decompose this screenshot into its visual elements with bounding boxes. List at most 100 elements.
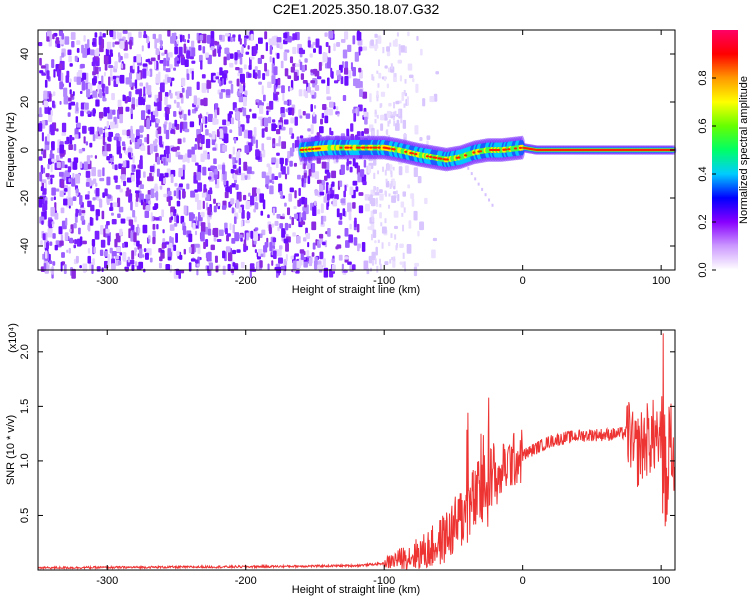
spectrogram-noise-cell <box>394 234 397 240</box>
spectrogram-noise-cell <box>309 53 313 58</box>
spectrogram-noise-cell <box>92 197 96 201</box>
spectrogram-noise-cell <box>212 48 217 57</box>
spectrogram-noise-cell <box>244 175 248 180</box>
spectrogram-noise-cell <box>303 172 307 178</box>
spectrogram-noise-cell <box>358 50 361 56</box>
spectrogram-noise-cell <box>130 125 133 136</box>
spectrogram-noise-cell <box>160 40 163 49</box>
spectrogram-noise-cell <box>293 213 298 220</box>
spectrogram-noise-cell <box>55 240 60 245</box>
spectrogram-noise-cell <box>159 185 163 190</box>
spectrogram-noise-cell <box>43 263 47 271</box>
spectrogram-noise-cell <box>261 128 265 138</box>
spectrogram-noise-cell <box>269 55 272 63</box>
spectrogram-noise-cell <box>119 188 123 193</box>
spectrogram-noise-cell <box>75 188 79 194</box>
spectrogram-noise-cell <box>266 136 272 141</box>
spectrogram-noise-cell <box>242 107 247 117</box>
spectrogram-noise-cell <box>76 122 81 128</box>
spectrogram-noise-cell <box>289 187 294 193</box>
spectrogram-noise-cell <box>336 208 340 218</box>
spectrogram-noise-cell <box>379 189 383 193</box>
spectrogram-noise-cell <box>419 221 425 231</box>
spectrogram-noise-cell <box>210 165 216 171</box>
spectrogram-noise-cell <box>298 109 302 117</box>
spectrogram-noise-cell <box>59 190 64 197</box>
spectrogram-noise-cell <box>183 248 186 255</box>
spectrogram-noise-cell <box>210 30 215 41</box>
spectrogram-noise-cell <box>92 258 95 266</box>
spectrogram-noise-cell <box>390 171 393 178</box>
spectrogram-noise-cell <box>417 230 420 237</box>
spectrogram-noise-cell <box>231 183 237 188</box>
spectrogram-noise-cell <box>220 89 226 93</box>
spectrogram-noise-cell <box>295 269 300 274</box>
spectrogram-noise-cell <box>248 64 252 70</box>
spectrogram-noise-cell <box>156 168 160 177</box>
spectrogram-noise-cell <box>301 64 306 73</box>
spectrogram-noise-cell <box>132 61 135 70</box>
spectrogram-noise-cell <box>413 266 418 277</box>
spectrogram-noise-cell <box>222 119 227 126</box>
spectrogram-noise-cell <box>129 39 132 50</box>
snr-y-multiplier: (x10⁴) <box>7 323 19 353</box>
spectrogram-noise-cell <box>326 84 330 95</box>
spectrogram-noise-cell <box>213 40 218 44</box>
spectrogram-noise-cell <box>285 254 288 262</box>
spectrogram-noise-cell <box>278 125 282 130</box>
spectrogram-noise-cell <box>260 54 265 60</box>
spectrogram-noise-cell <box>200 60 203 70</box>
spectrogram-noise-cell <box>139 155 143 161</box>
spectrogram-noise-cell <box>112 202 118 207</box>
spectrogram-noise-cell <box>414 262 420 267</box>
spectrogram-noise-cell <box>39 57 42 66</box>
spectrogram-noise-cell <box>278 257 283 264</box>
spectrogram-noise-cell <box>299 115 303 119</box>
spectrogram-noise-cell <box>338 220 343 225</box>
spectrogram-noise-cell <box>58 30 64 37</box>
spectrogram-noise-cell <box>337 75 341 81</box>
spectrogram-noise-cell <box>125 77 131 85</box>
spectrogram-noise-cell <box>128 219 134 226</box>
spectrogram-noise-cell <box>339 212 343 220</box>
spectrogram-noise-cell <box>389 42 392 47</box>
spectrogram-noise-cell <box>387 241 391 247</box>
spectrogram-noise-cell <box>154 183 158 192</box>
spectrogram-noise-cell <box>134 190 140 194</box>
spectrogram-noise-cell <box>240 172 246 181</box>
spectrogram-noise-cell <box>246 232 249 241</box>
spectrogram-noise-cell <box>183 39 187 43</box>
spectrogram-noise-cell <box>106 176 111 186</box>
spectrogram-noise-cell <box>191 47 196 57</box>
spectrogram-noise-cell <box>52 233 56 239</box>
spectrogram-noise-cell <box>363 159 367 168</box>
spectrogram-noise-cell <box>273 84 277 94</box>
spectrogram-noise-cell <box>99 89 102 99</box>
spectrogram-noise-cell <box>99 177 105 182</box>
spectrogram-noise-cell <box>170 174 174 184</box>
spectrogram-noise-cell <box>271 173 275 181</box>
spectrogram-noise-cell <box>336 235 341 239</box>
spectrogram-noise-cell <box>120 218 126 224</box>
spectrogram-noise-cell <box>213 198 216 204</box>
spectrogram-noise-cell <box>43 90 48 99</box>
spectrogram-noise-cell <box>100 225 104 235</box>
spectrogram-noise-cell <box>81 219 86 225</box>
spectrogram-noise-cell <box>257 69 261 79</box>
spectrogram-noise-cell <box>154 138 158 143</box>
spectrogram-noise-cell <box>132 155 135 164</box>
spectrogram-noise-cell <box>241 209 245 219</box>
spectrogram-noise-cell <box>47 158 53 165</box>
spectrogram-noise-cell <box>382 166 385 172</box>
spectrogram-noise-cell <box>82 72 87 80</box>
spectrogram-noise-cell <box>63 198 68 206</box>
spectrogram-noise-cell <box>112 31 116 40</box>
spectrogram-noise-cell <box>376 96 379 102</box>
spectrogram-noise-cell <box>165 68 171 73</box>
spectrogram-noise-cell <box>252 69 256 79</box>
spectrogram-noise-cell <box>274 176 279 180</box>
spectrogram-noise-cell <box>74 55 78 62</box>
spectrogram-noise-cell <box>316 179 322 184</box>
spectrogram-noise-cell <box>86 88 91 98</box>
spectrogram-noise-cell <box>48 93 52 102</box>
